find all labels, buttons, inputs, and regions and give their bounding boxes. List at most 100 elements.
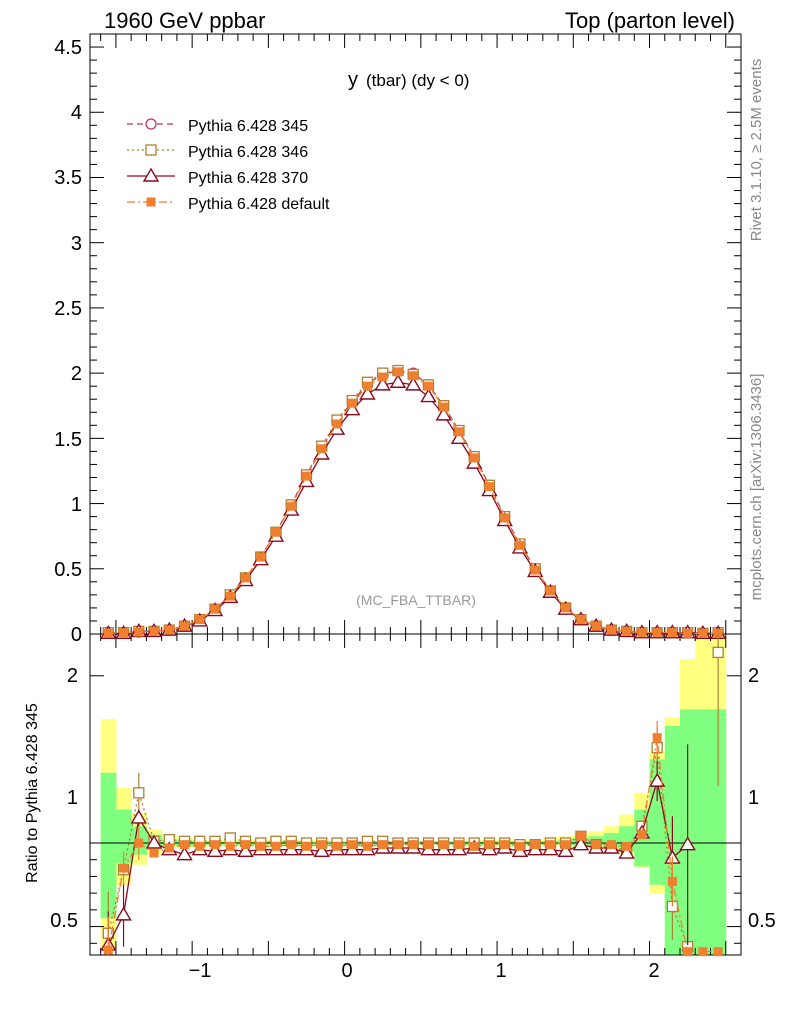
y-tick-label: 3: [71, 233, 82, 255]
data-point: [149, 626, 159, 636]
ratio-point: [667, 876, 677, 886]
ratio-point: [133, 787, 145, 799]
mcplots-info: mcplots.cern.ch [arXiv:1306.3436]: [748, 374, 765, 601]
ratio-point: [622, 841, 632, 851]
y-tick-label: 0.5: [54, 559, 82, 581]
y-tick-label: 0: [71, 624, 82, 646]
data-point: [652, 628, 662, 638]
ratio-point: [439, 840, 449, 850]
ratio-point: [618, 844, 635, 859]
data-point: [637, 628, 647, 638]
data-point: [420, 388, 437, 403]
data-point: [545, 586, 555, 596]
data-point: [606, 625, 616, 635]
legend-label-370: Pythia 6.428 370: [188, 170, 308, 187]
legend-marker: [145, 144, 157, 156]
ratio-point: [313, 842, 330, 858]
ratio-point: [271, 841, 281, 851]
ratio-point: [637, 830, 647, 840]
ratio-plot-series: [100, 634, 724, 957]
data-point: [119, 628, 129, 638]
plot-title-main: y: [348, 69, 358, 91]
legend-marker: [145, 118, 157, 130]
ratio-point: [103, 945, 113, 955]
ratio-y-tick-label-right: 2: [748, 665, 759, 687]
y-tick-label: 1: [71, 494, 82, 516]
ratio-line: [107, 737, 719, 953]
data-point: [389, 373, 407, 388]
y-tick-label: 1.5: [54, 429, 82, 451]
header-left: 1960 GeV ppbar: [104, 8, 265, 33]
data-point: [362, 381, 372, 391]
ratio-y-tick-label-right: 1: [748, 787, 759, 809]
ratio-line: [107, 780, 689, 946]
y-tick-label: 4.5: [54, 37, 82, 59]
ratio-y-tick-label-right: 0.5: [748, 910, 776, 932]
ratio-point: [256, 841, 266, 851]
data-point: [500, 513, 510, 523]
ratio-point: [286, 840, 296, 850]
data-point: [210, 604, 220, 614]
data-point: [195, 615, 205, 625]
ratio-point: [393, 840, 403, 850]
ratio-point: [241, 840, 251, 850]
ratio-frame: [89, 633, 742, 956]
ratio-point: [408, 840, 418, 850]
ratio-point: [180, 840, 190, 850]
ratio-point: [484, 840, 494, 850]
data-point: [241, 573, 251, 583]
data-point: [576, 615, 586, 625]
ratio-point: [530, 840, 540, 850]
ratio-y-tick-label: 1: [67, 787, 78, 809]
band-green: [710, 709, 727, 955]
band-green: [649, 759, 666, 885]
ratio-point: [362, 841, 372, 851]
ratio-point: [210, 840, 220, 850]
data-point: [591, 621, 601, 631]
ratio-point: [134, 838, 144, 848]
data-point: [454, 427, 464, 437]
ratio-point: [648, 772, 666, 787]
ratio-point: [149, 848, 159, 858]
data-point: [359, 385, 376, 400]
x-tick-label: −1: [189, 960, 212, 982]
data-point: [408, 371, 418, 381]
data-point: [347, 398, 357, 408]
ratio-point: [119, 863, 129, 873]
ratio-point: [145, 834, 163, 849]
ratio-point: [176, 846, 193, 861]
x-tick-label: 2: [648, 960, 659, 982]
data-point: [469, 453, 479, 463]
ratio-point: [237, 842, 254, 858]
data-point: [103, 628, 113, 638]
ratio-point: [652, 733, 662, 743]
ratio-point: [500, 840, 510, 850]
data-point: [286, 501, 296, 511]
ratio-point: [454, 840, 464, 850]
ratio-point: [130, 809, 148, 824]
ratio-point: [515, 841, 525, 851]
ratio-point: [206, 842, 224, 858]
data-point: [256, 552, 266, 562]
ratio-point: [115, 906, 132, 921]
ratio-point: [164, 843, 174, 853]
data-point: [423, 381, 433, 391]
data-point: [378, 372, 388, 382]
data-point: [698, 628, 708, 638]
ratio-point: [469, 841, 479, 851]
data-point: [393, 367, 403, 377]
data-point: [271, 527, 281, 537]
legend-label-345: Pythia 6.428 345: [188, 118, 308, 135]
data-point: [561, 603, 571, 613]
ratio-point: [317, 840, 327, 850]
ratio-point: [572, 836, 590, 851]
ratio-point: [557, 842, 574, 858]
ratio-point: [225, 841, 235, 851]
data-point: [374, 376, 391, 391]
data-point: [317, 444, 327, 454]
ratio-point: [332, 841, 342, 851]
ratio-y-axis-label: Ratio to Pythia 6.428 345: [24, 703, 41, 883]
ratio-point: [683, 947, 693, 957]
ratio-point: [712, 646, 724, 659]
